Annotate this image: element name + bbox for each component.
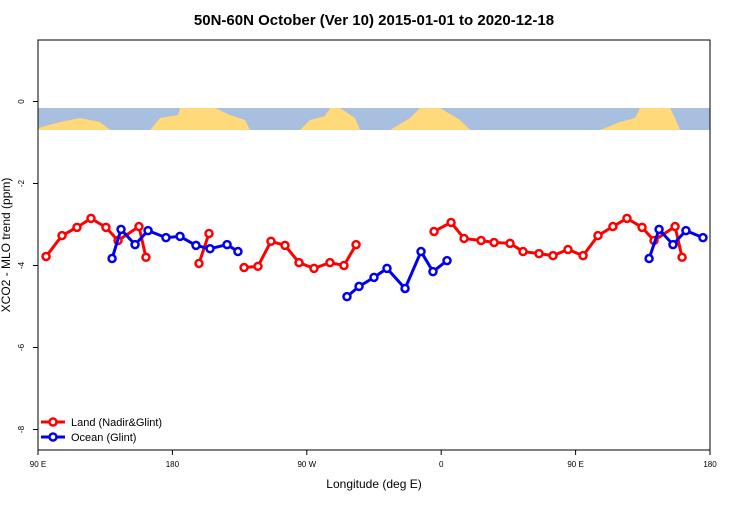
point [175,231,185,242]
point [107,253,117,264]
point [369,272,379,283]
x-tick-label: 90 W [297,460,316,469]
point [101,222,111,233]
point [204,228,214,239]
y-axis-label: XCO2 - MLO trend (ppm) [0,178,13,313]
point [518,246,528,257]
point [382,263,392,274]
point [342,291,352,302]
x-axis-label: Longitude (deg E) [326,477,421,491]
point [489,237,499,248]
point [325,257,335,268]
point [233,246,243,257]
point [280,240,290,251]
point [459,233,469,244]
map-strip [38,108,710,130]
point [593,230,603,241]
point [72,222,82,233]
x-tick-label: 180 [166,460,180,469]
y-tick-label: -4 [17,261,26,269]
point [476,235,486,246]
point [141,252,151,263]
point [339,260,349,271]
point [143,225,153,236]
point [41,251,51,262]
legend-label: Ocean (Glint) [71,432,136,444]
point [637,222,647,233]
point [57,230,67,241]
legend-marker [48,417,58,427]
x-tick-label: 180 [703,460,717,469]
point [698,232,708,243]
point [442,255,452,266]
point [134,221,144,232]
point [563,244,573,255]
point [116,224,126,235]
point [428,266,438,277]
x-tick-label: 90 E [30,460,46,469]
point [294,257,304,268]
point [505,238,515,249]
point [194,258,204,269]
point [416,246,426,257]
point [309,263,319,274]
y-tick-label: -6 [17,343,26,351]
legend-marker [48,432,58,442]
point [548,250,558,261]
point [266,236,276,247]
point [644,253,654,264]
point [351,239,361,250]
x-tick-label: 90 E [567,460,583,469]
point [670,221,680,232]
x-tick-label: 0 [439,460,444,469]
point [429,226,439,237]
point [205,243,215,254]
y-tick-label: 0 [17,99,26,104]
point [534,248,544,259]
point [446,217,456,228]
point [622,213,632,224]
point [191,240,201,251]
point [354,281,364,292]
plot-frame [37,39,711,451]
y-tick-label: -2 [17,179,26,187]
point [86,213,96,224]
point [253,261,263,272]
point [681,225,691,236]
point [161,232,171,243]
chart-title: 50N-60N October (Ver 10) 2015-01-01 to 2… [194,12,554,29]
point [608,221,618,232]
point [677,252,687,263]
point [239,262,249,273]
legend-label: Land (Nadir&Glint) [71,417,162,429]
point [654,224,664,235]
y-tick-label: -8 [17,425,26,433]
point [668,239,678,250]
point [400,283,410,294]
point [578,250,588,261]
point [130,239,140,250]
point [222,239,232,250]
